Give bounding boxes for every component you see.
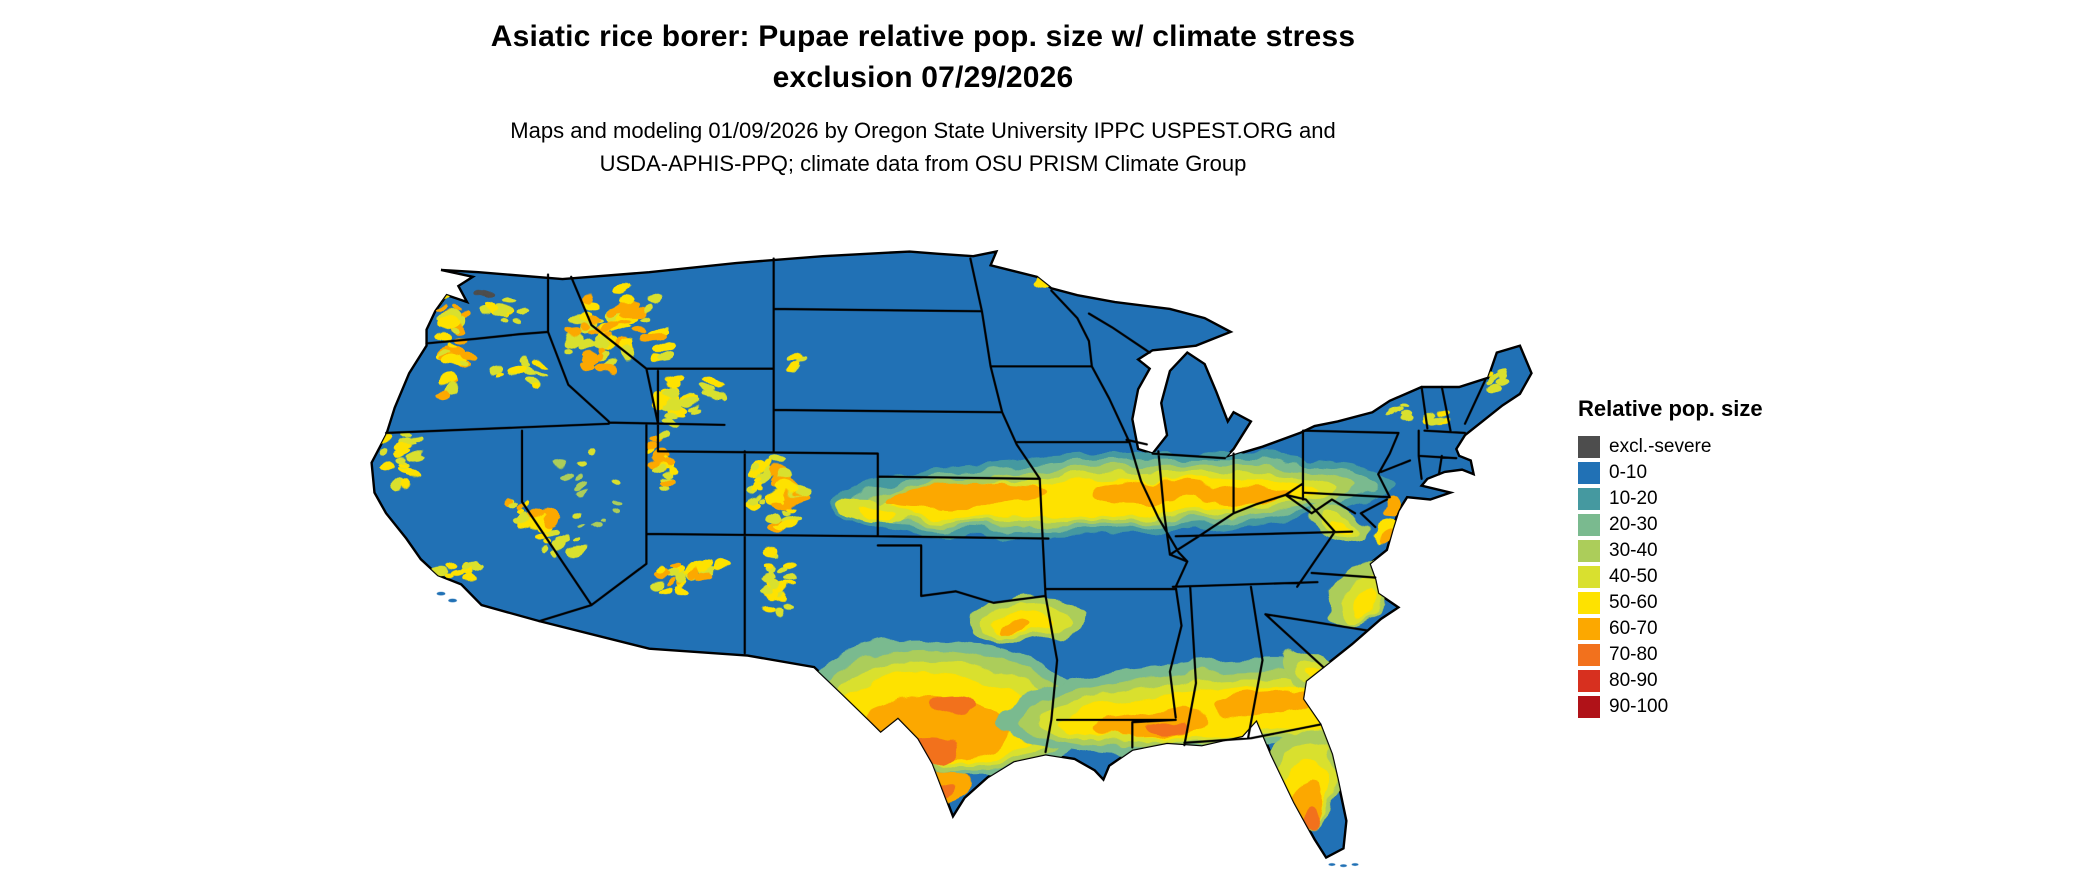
legend-item-label: 60-70 [1609, 618, 1658, 639]
legend-item: 0-10 [1578, 460, 1763, 486]
legend-item: 10-20 [1578, 486, 1763, 512]
legend-item-label: 70-80 [1609, 644, 1658, 665]
subtitle-line1: Maps and modeling 01/09/2026 by Oregon S… [510, 118, 1336, 143]
legend-swatch [1578, 618, 1600, 640]
legend-item: 40-50 [1578, 564, 1763, 590]
legend-items: excl.-severe 0-10 10-20 20-30 30-40 40-50 50-6… [1578, 434, 1763, 720]
legend-swatch [1578, 462, 1600, 484]
us-map-svg [302, 224, 1542, 868]
offshore-islands [436, 591, 1359, 868]
legend-item: 30-40 [1578, 538, 1763, 564]
legend-item: 20-30 [1578, 512, 1763, 538]
legend-item-label: 80-90 [1609, 670, 1658, 691]
legend-swatch [1578, 696, 1600, 718]
state-borders [386, 258, 1485, 752]
legend-item-label: excl.-severe [1609, 436, 1712, 457]
legend-item-label: 50-60 [1609, 592, 1658, 613]
legend-item-label: 40-50 [1609, 566, 1658, 587]
legend-item: 80-90 [1578, 668, 1763, 694]
legend-item-label: 30-40 [1609, 540, 1658, 561]
map-legend: Relative pop. size excl.-severe 0-10 10-20… [1578, 396, 1763, 720]
legend-title: Relative pop. size [1578, 396, 1763, 421]
legend-swatch [1578, 488, 1600, 510]
page-title-line1: Asiatic rice borer: Pupae relative pop. … [490, 20, 1356, 53]
legend-item-label: 0-10 [1609, 462, 1648, 483]
legend-swatch [1578, 644, 1600, 666]
legend-item: 50-60 [1578, 590, 1763, 616]
us-map [302, 224, 1542, 884]
legend-swatch [1578, 670, 1600, 692]
legend-item-label: 10-20 [1609, 488, 1658, 509]
legend-item-label: 90-100 [1609, 696, 1669, 717]
legend-swatch [1578, 514, 1600, 536]
legend-item: excl.-severe [1578, 434, 1763, 460]
legend-swatch [1578, 592, 1600, 614]
subtitle-line2: USDA-APHIS-PPQ; climate data from OSU PR… [599, 151, 1247, 176]
legend-swatch [1578, 436, 1600, 458]
legend-item: 70-80 [1578, 642, 1763, 668]
legend-swatch [1578, 540, 1600, 562]
page-title-line2: exclusion 07/29/2026 [772, 61, 1074, 94]
legend-item: 90-100 [1578, 694, 1763, 720]
map-subtitle: Maps and modeling 01/09/2026 by Oregon S… [300, 114, 1546, 180]
legend-item-label: 20-30 [1609, 514, 1658, 535]
map-header: Asiatic rice borer: Pupae relative pop. … [300, 16, 1546, 180]
legend-swatch [1578, 566, 1600, 588]
legend-item: 60-70 [1578, 616, 1763, 642]
